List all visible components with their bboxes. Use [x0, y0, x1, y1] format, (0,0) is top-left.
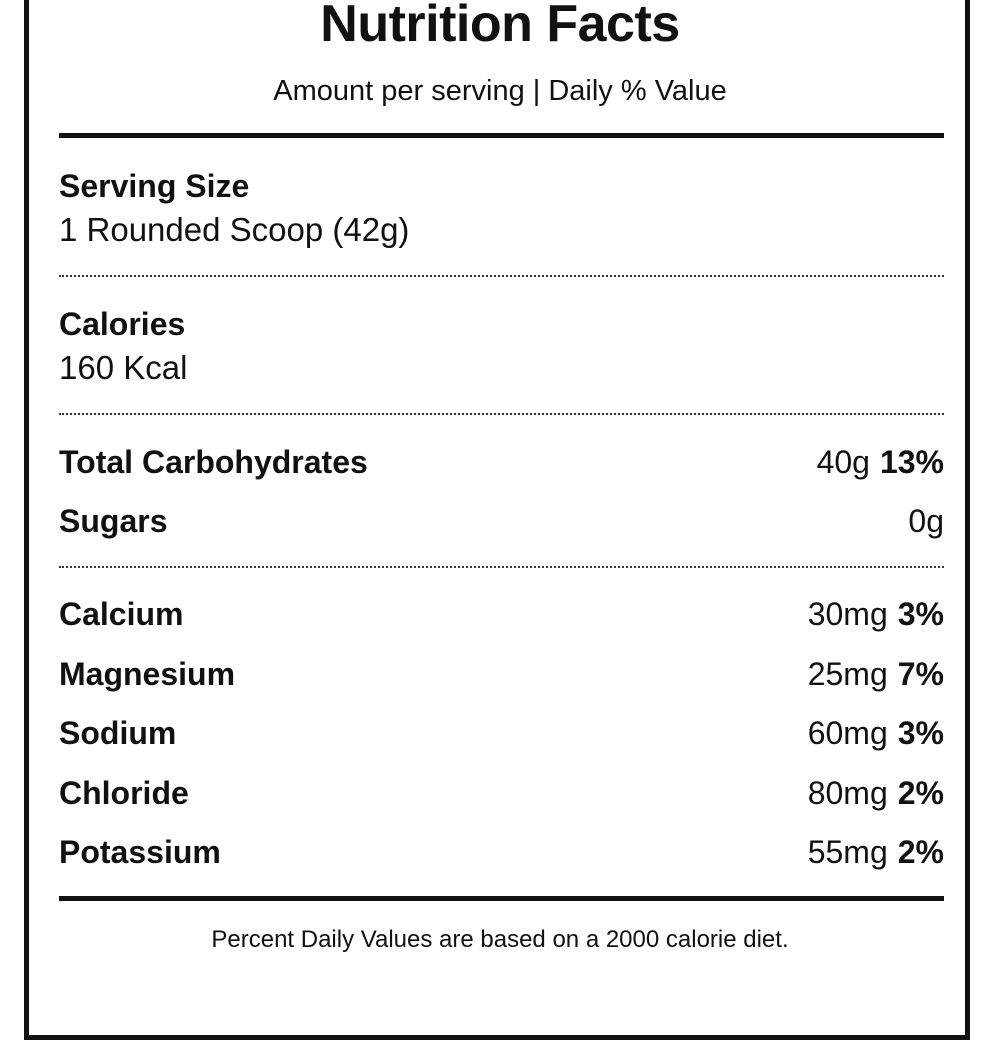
- nutrient-daily-value: 2%: [897, 834, 944, 870]
- nutrient-daily-value: 2%: [897, 775, 944, 811]
- thick-divider-top: [59, 133, 944, 138]
- label-title: Nutrition Facts: [320, 0, 680, 53]
- nutrient-row-sodium: Sodium 60mg 3%: [59, 713, 944, 753]
- dotted-divider: [59, 566, 944, 568]
- nutrient-row-sugars: Sugars 0g: [59, 501, 944, 541]
- calories-value: 160 Kcal: [59, 349, 188, 386]
- thick-divider-bottom: [59, 896, 944, 901]
- nutrient-daily-value: 3%: [897, 596, 944, 632]
- serving-size-label: Serving Size: [59, 168, 250, 204]
- nutrient-name: Sodium: [59, 715, 177, 751]
- nutrient-amount: 80mg: [807, 775, 888, 811]
- nutrient-amount: 55mg: [807, 834, 888, 870]
- calories-label: Calories: [59, 306, 186, 342]
- nutrient-daily-value: 3%: [897, 715, 944, 751]
- nutrient-amount: 0g: [908, 503, 944, 539]
- nutrient-amount: 25mg: [807, 656, 888, 692]
- nutrient-name: Magnesium: [59, 656, 236, 692]
- nutrient-row-magnesium: Magnesium 25mg 7%: [59, 654, 944, 694]
- nutrient-name: Total Carbohydrates: [59, 444, 368, 480]
- daily-value-footnote: Percent Daily Values are based on a 2000…: [211, 926, 789, 953]
- nutrient-amount: 40g: [816, 444, 870, 480]
- nutrient-name: Chloride: [59, 775, 189, 811]
- nutrient-row-chloride: Chloride 80mg 2%: [59, 773, 944, 813]
- nutrient-daily-value: 13%: [879, 444, 944, 480]
- nutrient-row-total-carbohydrates: Total Carbohydrates 40g 13%: [59, 442, 944, 482]
- dotted-divider: [59, 413, 944, 415]
- nutrient-amount: 30mg: [807, 596, 888, 632]
- nutrient-name: Sugars: [59, 503, 168, 539]
- nutrient-daily-value: 7%: [897, 656, 944, 692]
- nutrient-row-calcium: Calcium 30mg 3%: [59, 594, 944, 634]
- nutrient-amount: 60mg: [807, 715, 888, 751]
- serving-size-value: 1 Rounded Scoop (42g): [59, 211, 410, 248]
- nutrient-name: Calcium: [59, 596, 184, 632]
- nutrient-row-potassium: Potassium 55mg 2%: [59, 832, 944, 872]
- dotted-divider: [59, 275, 944, 277]
- nutrient-name: Potassium: [59, 834, 221, 870]
- label-subtitle: Amount per serving | Daily % Value: [273, 75, 727, 107]
